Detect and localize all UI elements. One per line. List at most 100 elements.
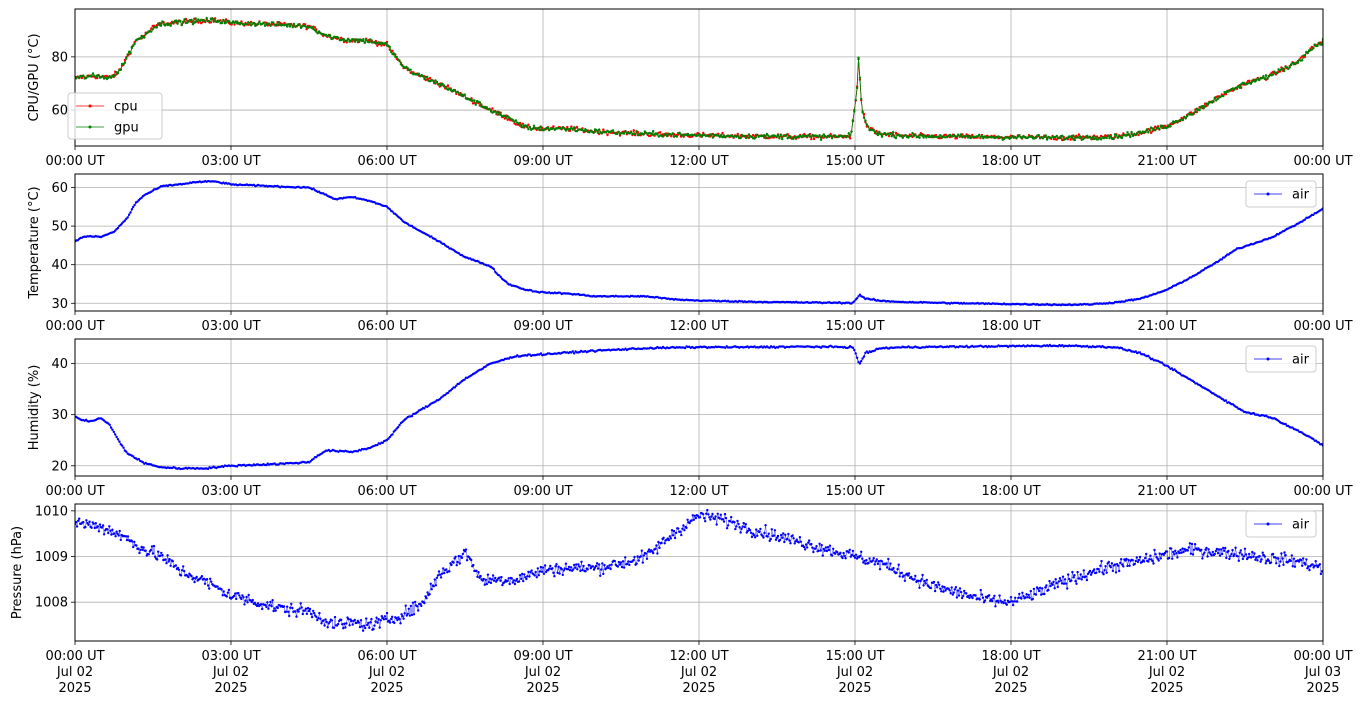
- data-point: [923, 579, 926, 583]
- data-point: [255, 604, 259, 608]
- data-point: [581, 568, 584, 572]
- data-point: [843, 554, 846, 558]
- data-point: [850, 553, 854, 557]
- x-tick-label: 00:00 UT: [1293, 649, 1352, 664]
- data-point: [432, 81, 436, 85]
- data-point: [141, 461, 145, 464]
- data-point: [857, 295, 860, 298]
- data-point: [242, 596, 245, 599]
- data-point: [1174, 549, 1177, 552]
- data-point: [391, 615, 394, 618]
- data-point: [442, 567, 445, 570]
- data-point: [867, 561, 870, 565]
- data-point: [572, 568, 575, 571]
- data-point: [680, 533, 683, 537]
- data-point: [1097, 568, 1100, 571]
- data-point: [858, 362, 862, 365]
- data-point: [663, 542, 666, 545]
- data-point: [677, 527, 680, 530]
- data-point: [707, 513, 710, 516]
- data-point: [1218, 554, 1222, 557]
- data-point: [759, 527, 762, 531]
- data-point: [619, 561, 623, 564]
- data-point: [1062, 582, 1066, 585]
- x-tick-year-label: 2025: [526, 681, 559, 696]
- data-point: [110, 533, 113, 536]
- data-point: [171, 560, 174, 563]
- x-tick-label: 00:00 UT: [45, 319, 104, 334]
- data-point: [122, 446, 125, 449]
- data-point: [952, 591, 955, 594]
- data-point: [434, 584, 438, 587]
- data-point: [1181, 547, 1184, 550]
- data-point: [430, 235, 433, 238]
- x-tick-label: 00:00 UT: [1293, 154, 1352, 169]
- data-point: [710, 133, 713, 136]
- data-point: [1263, 555, 1267, 558]
- data-point: [286, 25, 289, 28]
- data-point: [535, 576, 538, 579]
- legend-label: cpu: [114, 100, 138, 115]
- data-point: [848, 134, 852, 137]
- data-point: [706, 508, 709, 512]
- data-point: [1080, 578, 1083, 581]
- data-point: [1188, 542, 1192, 545]
- data-point: [150, 30, 153, 33]
- data-point: [1271, 73, 1275, 76]
- data-point: [552, 125, 555, 128]
- data-point: [1079, 573, 1082, 576]
- data-point: [644, 552, 648, 555]
- data-point: [139, 37, 142, 40]
- data-point: [1134, 559, 1138, 563]
- data-point: [511, 581, 514, 584]
- data-point: [1224, 546, 1227, 550]
- data-point: [126, 535, 130, 538]
- data-point: [445, 568, 448, 571]
- data-point: [494, 576, 497, 580]
- data-point: [1255, 79, 1258, 82]
- data-point: [367, 621, 370, 625]
- data-point: [620, 565, 624, 569]
- data-point: [748, 528, 752, 532]
- data-point: [109, 529, 112, 532]
- data-point: [1031, 597, 1035, 601]
- data-point: [814, 547, 817, 550]
- data-point: [92, 522, 95, 525]
- data-point: [871, 559, 874, 562]
- data-point: [542, 572, 546, 575]
- data-point: [939, 134, 942, 137]
- x-tick-year-label: 2025: [994, 681, 1027, 696]
- data-point: [756, 534, 759, 537]
- data-point: [399, 217, 403, 221]
- data-point: [369, 38, 372, 41]
- data-point: [575, 563, 578, 566]
- data-point: [861, 357, 864, 360]
- data-point: [119, 68, 123, 72]
- data-point: [887, 557, 890, 561]
- data-point: [573, 352, 576, 355]
- data-point: [118, 529, 121, 533]
- data-point: [337, 36, 340, 40]
- data-point: [930, 134, 934, 137]
- data-point: [133, 203, 136, 207]
- data-point: [709, 518, 712, 521]
- data-point: [1220, 552, 1224, 556]
- data-point: [812, 550, 815, 554]
- data-point: [828, 544, 832, 547]
- data-point: [403, 612, 406, 615]
- data-point: [782, 532, 785, 535]
- data-point: [1183, 115, 1186, 119]
- data-point: [436, 574, 440, 577]
- data-point: [82, 521, 85, 524]
- data-point: [958, 587, 962, 590]
- data-point: [111, 528, 114, 531]
- x-tick-label: 03:00 UT: [201, 154, 260, 169]
- data-point: [528, 575, 531, 578]
- data-point: [681, 527, 684, 530]
- data-point: [210, 580, 213, 583]
- data-point: [1148, 129, 1151, 132]
- x-tick-label: 18:00 UT: [981, 649, 1040, 664]
- data-point: [950, 586, 953, 589]
- data-point: [705, 512, 708, 515]
- data-point: [527, 123, 530, 126]
